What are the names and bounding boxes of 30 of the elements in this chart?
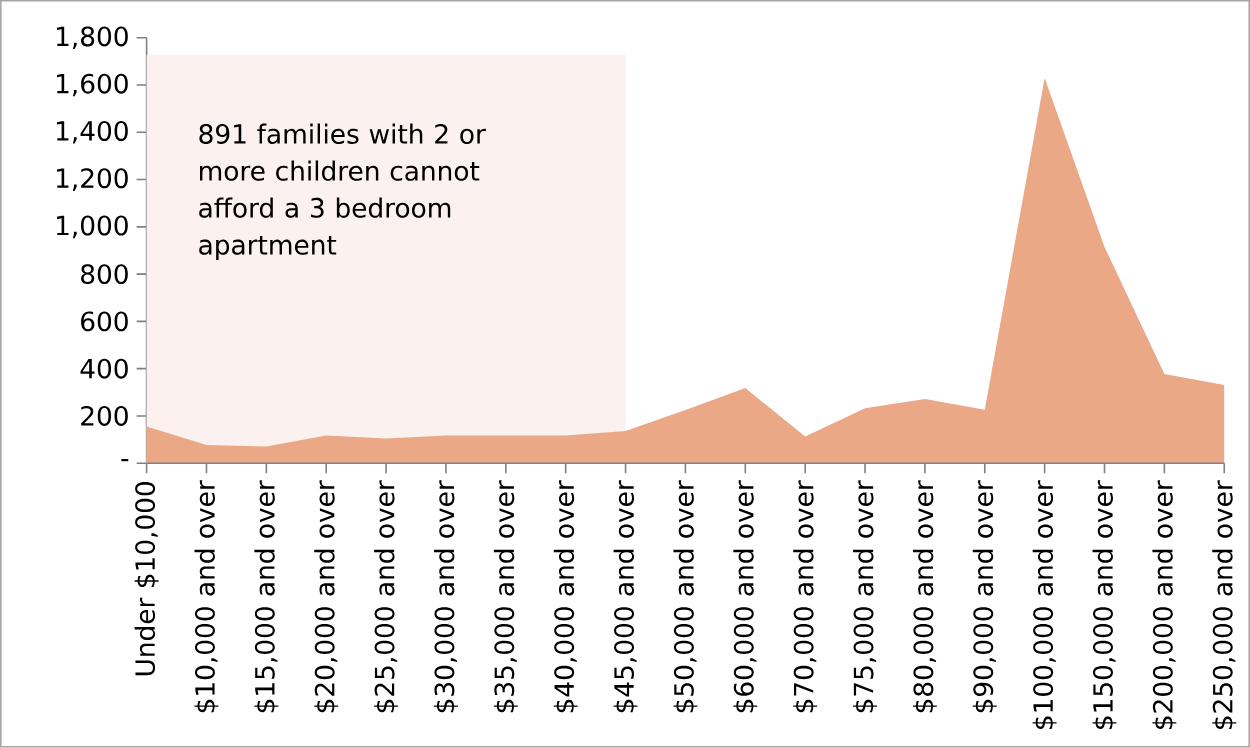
band-label: 891 families with 2 or more children cannot afford a 3 bedroom apartment bbox=[199, 123, 486, 261]
x-tick-label: $70,000 and over bbox=[793, 480, 818, 713]
y-tick-label: 1,800 bbox=[57, 26, 128, 50]
y-tick-label: 1,400 bbox=[57, 121, 128, 144]
y-tick-label: 600 bbox=[81, 311, 128, 332]
x-tick-label: $50,000 and over bbox=[673, 480, 698, 713]
x-tick-label: $25,000 and over bbox=[374, 480, 399, 713]
y-tick-label: 1,200 bbox=[57, 168, 128, 192]
y-tick-label: - bbox=[121, 459, 129, 462]
x-tick-label: $100,000 and over bbox=[1032, 480, 1057, 730]
x-tick-label: $35,000 and over bbox=[493, 480, 518, 713]
x-tick-label: Under $10,000 bbox=[134, 482, 159, 676]
x-tick-label: $30,000 and over bbox=[433, 480, 458, 713]
x-tick-label: $200,000 and over bbox=[1152, 480, 1177, 730]
y-tick-label: 200 bbox=[81, 406, 128, 427]
x-tick-label: $250,000 and over bbox=[1212, 480, 1237, 730]
x-tick-label: $45,000 and over bbox=[613, 480, 638, 713]
y-tick-label: 1,000 bbox=[57, 215, 128, 239]
x-tick-label: $40,000 and over bbox=[553, 480, 578, 713]
y-tick-label: 400 bbox=[80, 358, 128, 379]
y-tick-label: 1,600 bbox=[57, 73, 128, 97]
x-tick-label: $150,000 and over bbox=[1092, 480, 1117, 730]
x-tick-label: $10,000 and over bbox=[194, 480, 219, 713]
x-tick-label: $60,000 and over bbox=[733, 480, 758, 713]
x-tick-label: $20,000 and over bbox=[314, 480, 339, 713]
x-tick-label: $80,000 and over bbox=[912, 480, 937, 713]
x-tick-label: $90,000 and over bbox=[972, 480, 997, 713]
x-tick-label: $75,000 and over bbox=[853, 480, 877, 713]
y-tick-label: 800 bbox=[81, 264, 128, 285]
x-tick-label: $15,000 and over bbox=[254, 480, 279, 713]
